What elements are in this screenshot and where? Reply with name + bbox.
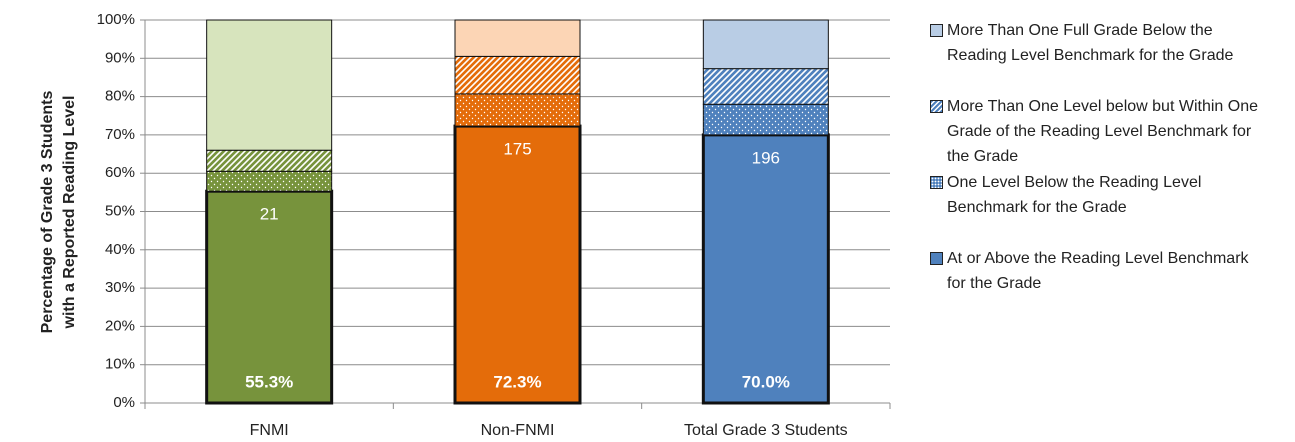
y-tick-label: 30% <box>105 279 135 296</box>
y-tick-label: 50% <box>105 202 135 219</box>
x-tick-label: Total Grade 3 Students <box>684 422 848 439</box>
bar-segment <box>701 133 830 405</box>
legend-label: More Than One Full Grade Below the Readi… <box>947 22 1234 64</box>
legend-swatch <box>930 24 943 37</box>
bar-segment <box>702 103 829 136</box>
legend-item: More Than One Level below but Within One… <box>930 94 1285 170</box>
bar-segment <box>206 19 333 151</box>
bar-segment <box>206 170 333 192</box>
bar-segment <box>453 124 582 405</box>
data-label: 55.3% <box>245 372 293 391</box>
legend-swatch <box>930 252 943 265</box>
legend-label: More Than One Level below but Within One… <box>947 98 1258 165</box>
y-tick-label: 0% <box>113 394 135 411</box>
bar-segment <box>206 149 333 172</box>
bar-segment <box>205 189 334 405</box>
y-axis-label: Percentage of Grade 3 Students <box>39 91 56 334</box>
count-label: 196 <box>752 148 780 167</box>
legend-label: One Level Below the Reading Level Benchm… <box>947 174 1202 216</box>
data-label: 72.3% <box>493 372 541 391</box>
legend-item: At or Above the Reading Level Benchmark … <box>930 246 1285 322</box>
legend-label: At or Above the Reading Level Benchmark … <box>947 250 1249 292</box>
bar-segment <box>702 19 829 70</box>
legend-swatch <box>930 100 943 113</box>
y-tick-label: 70% <box>105 126 135 143</box>
y-tick-label: 90% <box>105 49 135 66</box>
legend-swatch <box>930 176 943 189</box>
y-tick-label: 20% <box>105 317 135 334</box>
x-tick-label: FNMI <box>250 422 289 439</box>
x-tick-label: Non-FNMI <box>481 422 555 439</box>
count-label: 175 <box>503 140 531 159</box>
legend: More Than One Full Grade Below the Readi… <box>930 18 1285 322</box>
y-tick-label: 40% <box>105 241 135 258</box>
bar-segment <box>454 55 581 95</box>
bar-segment <box>454 19 581 57</box>
y-tick-label: 100% <box>97 11 135 28</box>
bar-segment <box>702 68 829 105</box>
data-label: 70.0% <box>742 372 790 391</box>
bar-segment <box>454 93 581 127</box>
y-tick-label: 80% <box>105 88 135 105</box>
legend-item: More Than One Full Grade Below the Readi… <box>930 18 1285 94</box>
y-tick-label: 10% <box>105 356 135 373</box>
y-tick-label: 60% <box>105 164 135 181</box>
count-label: 21 <box>260 205 279 224</box>
legend-item: One Level Below the Reading Level Benchm… <box>930 170 1285 246</box>
y-axis-label: with a Reported Reading Level <box>61 96 78 330</box>
